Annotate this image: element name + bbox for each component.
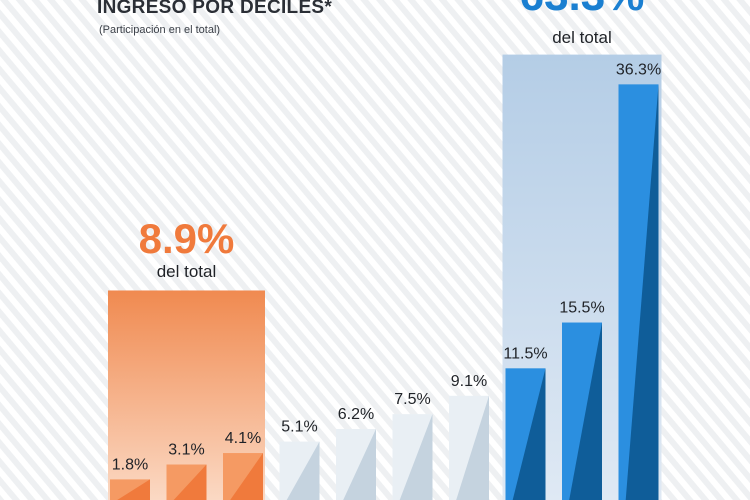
bottom-group-share: 8.9%	[138, 215, 235, 263]
bar	[223, 453, 263, 500]
bar	[166, 464, 207, 500]
bar	[562, 322, 602, 500]
bar-value-label: 3.1%	[168, 442, 204, 459]
bar-value-label: 1.8%	[112, 456, 148, 473]
bar-value-label: 11.5%	[503, 345, 547, 362]
bar	[392, 414, 433, 500]
bar-value-label: 6.2%	[338, 406, 374, 423]
top-group-share: 63.3%	[503, 0, 662, 18]
top-group-caption: del total	[552, 27, 612, 47]
bottom-group-caption: del total	[156, 262, 217, 282]
bar-value-label: 9.1%	[451, 373, 487, 390]
chart-subtitle: (Participación en el total)	[99, 24, 221, 36]
bar-value-label: 7.5%	[394, 391, 430, 408]
bar-value-label: 4.1%	[225, 430, 261, 447]
bar	[505, 368, 546, 500]
bar-value-label: 15.5%	[559, 300, 604, 317]
bar-value-label: 5.1%	[281, 419, 317, 436]
bar	[279, 441, 320, 500]
bar	[449, 395, 489, 500]
bar	[110, 479, 150, 500]
chart-title: INGRESO POR DECILES*	[97, 0, 333, 18]
bar	[336, 429, 376, 500]
bar-value-label: 36.3%	[616, 61, 661, 78]
bar	[618, 84, 659, 500]
